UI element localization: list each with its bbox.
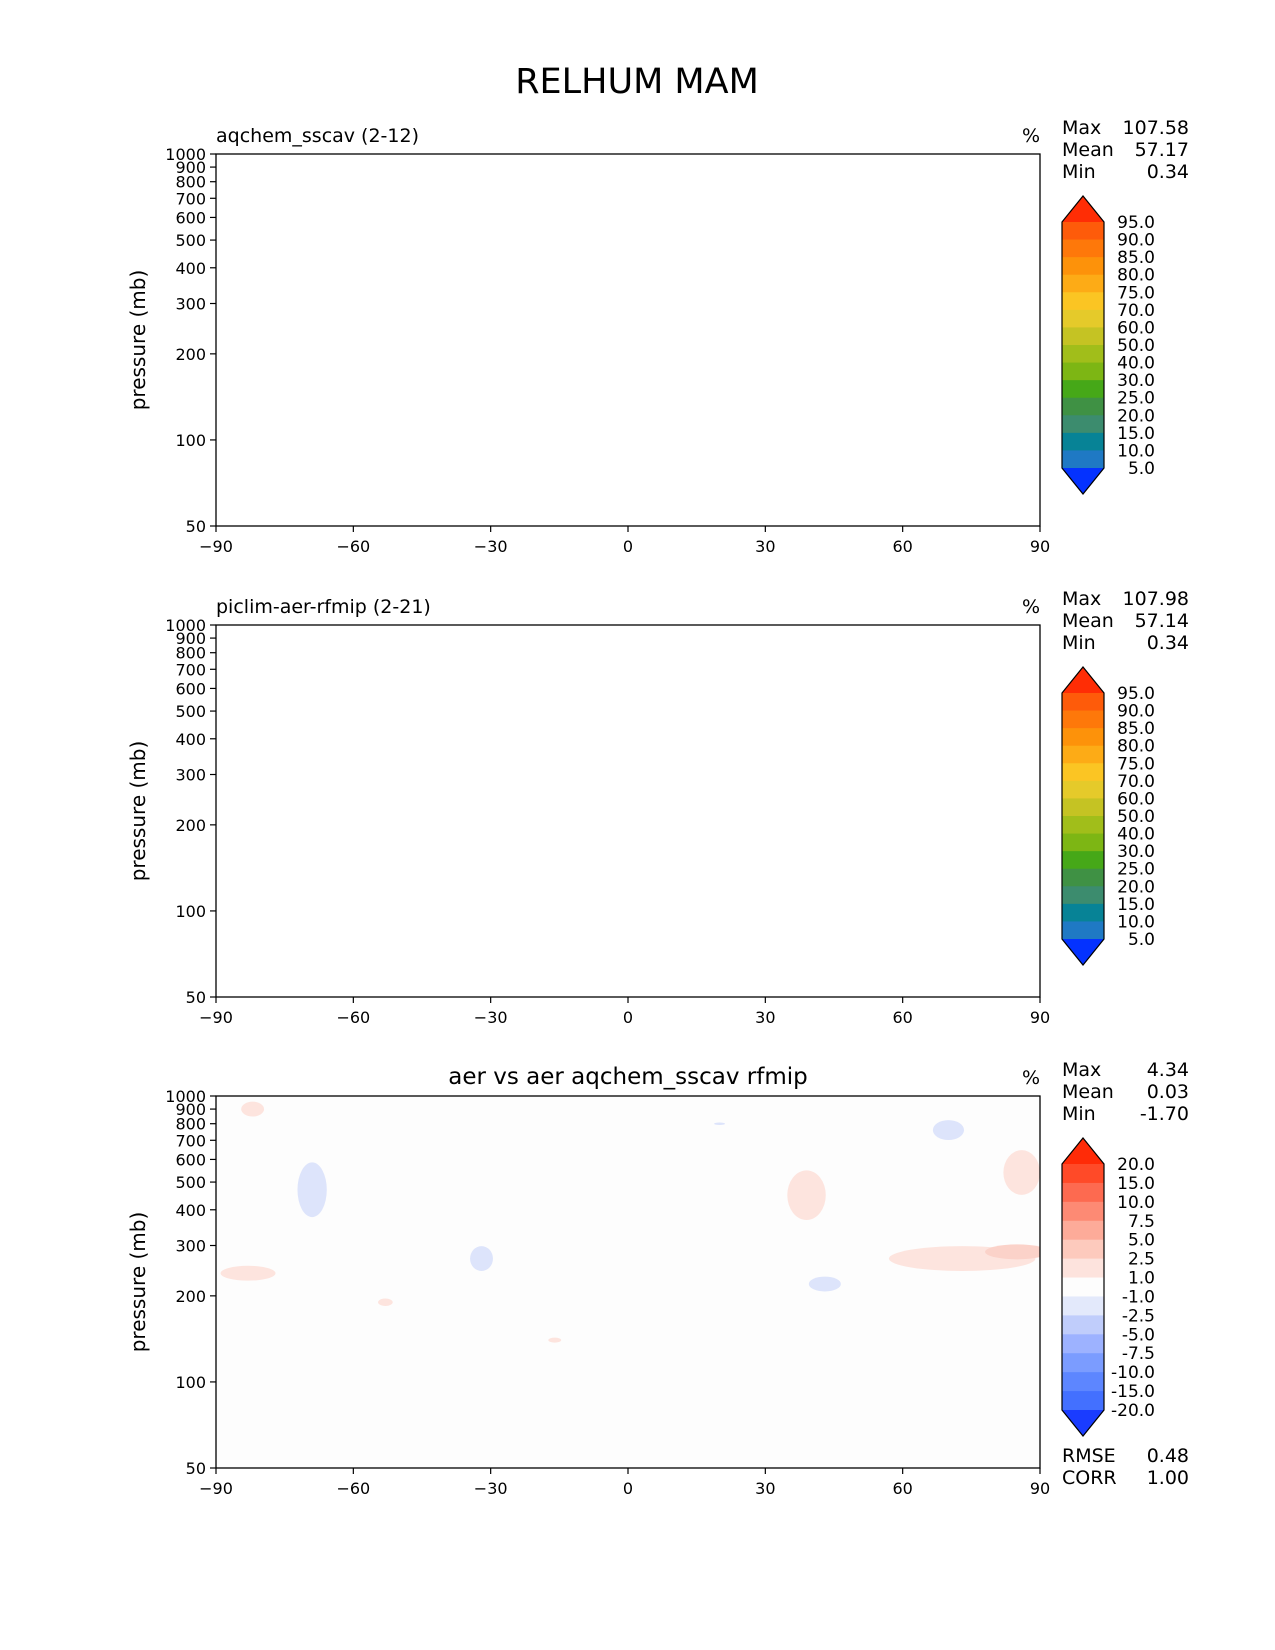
colorbar-segment — [1062, 274, 1104, 293]
y-tick-label: 700 — [175, 189, 206, 208]
colorbar-extend-bottom — [1062, 468, 1104, 494]
y-tick-label: 200 — [175, 345, 206, 364]
colorbar-tick-label: 75.0 — [1117, 283, 1155, 303]
colorbar-segment — [1062, 397, 1104, 416]
colorbar-segment — [1062, 362, 1104, 381]
y-axis-label: pressure (mb) — [126, 270, 150, 411]
colorbar-tick-label: 90.0 — [1117, 231, 1155, 251]
colorbar-segment — [1062, 222, 1104, 241]
colorbar-segment — [1062, 327, 1104, 346]
x-tick-label: −90 — [199, 537, 233, 556]
colorbar-tick-label: 40.0 — [1117, 354, 1155, 374]
figure-title: RELHUM MAM — [515, 62, 759, 102]
x-tick-label: −60 — [336, 537, 370, 556]
colorbar: 95.090.085.080.075.070.060.050.040.030.0… — [1061, 195, 1155, 495]
colorbar-tick-label: 95.0 — [1117, 213, 1155, 233]
colorbar-tick-label: 5.0 — [1128, 459, 1155, 479]
x-tick-label: 90 — [1030, 537, 1050, 556]
x-tick-label: 60 — [892, 537, 912, 556]
x-tick-label: −30 — [474, 537, 508, 556]
stat-label: Mean — [1062, 139, 1114, 161]
plot-frame — [215, 153, 1041, 527]
chart-panel-1: aqchem_sscav (2-12)% Max 107.58 Mean 57.17 Mi… — [126, 117, 1189, 556]
colorbar-segment — [1062, 380, 1104, 399]
colorbar-segment — [1062, 432, 1104, 451]
colorbar-segment — [1062, 257, 1104, 276]
panel-title: aqchem_sscav (2-12) — [216, 125, 419, 147]
stat-value: 57.17 — [1135, 139, 1189, 161]
y-tick-label: 900 — [175, 158, 206, 177]
colorbar-segment — [1062, 345, 1104, 364]
colorbar-segment — [1062, 239, 1104, 258]
colorbar-tick-label: 85.0 — [1117, 248, 1155, 268]
y-tick-label: 400 — [175, 259, 206, 278]
colorbar-segment — [1062, 292, 1104, 311]
stat-label: Min — [1062, 161, 1096, 183]
y-tick-label: 300 — [175, 295, 206, 314]
stat-value: 107.58 — [1123, 117, 1189, 139]
colorbar-tick-label: 50.0 — [1117, 336, 1155, 356]
x-tick-label: 30 — [755, 537, 775, 556]
y-tick-label: 500 — [175, 231, 206, 250]
colorbar-extend-top — [1062, 196, 1104, 222]
colorbar-segment — [1062, 309, 1104, 328]
y-tick-label: 50 — [186, 517, 206, 536]
colorbar-outline — [1061, 195, 1105, 495]
colorbar-tick-label: 70.0 — [1117, 301, 1155, 321]
colorbar-tick-label: 60.0 — [1117, 318, 1155, 338]
colorbar-segment — [1062, 415, 1104, 434]
y-tick-label: 600 — [175, 208, 206, 227]
x-tick-label: 0 — [623, 537, 633, 556]
colorbar-tick-label: 25.0 — [1117, 389, 1155, 409]
y-tick-label: 800 — [175, 173, 206, 192]
colorbar-segment — [1062, 450, 1104, 469]
y-tick-label: 1000 — [165, 145, 206, 164]
colorbar-tick-label: 15.0 — [1117, 424, 1155, 444]
units-label: % — [1022, 125, 1040, 147]
colorbar-tick-label: 80.0 — [1117, 266, 1155, 286]
colorbar-tick-label: 10.0 — [1117, 441, 1155, 461]
colorbar-tick-label: 30.0 — [1117, 371, 1155, 391]
colorbar-tick-label: 20.0 — [1117, 406, 1155, 426]
y-tick-label: 100 — [175, 431, 206, 450]
stat-value: 0.34 — [1147, 161, 1189, 183]
stat-label: Max — [1062, 117, 1101, 139]
